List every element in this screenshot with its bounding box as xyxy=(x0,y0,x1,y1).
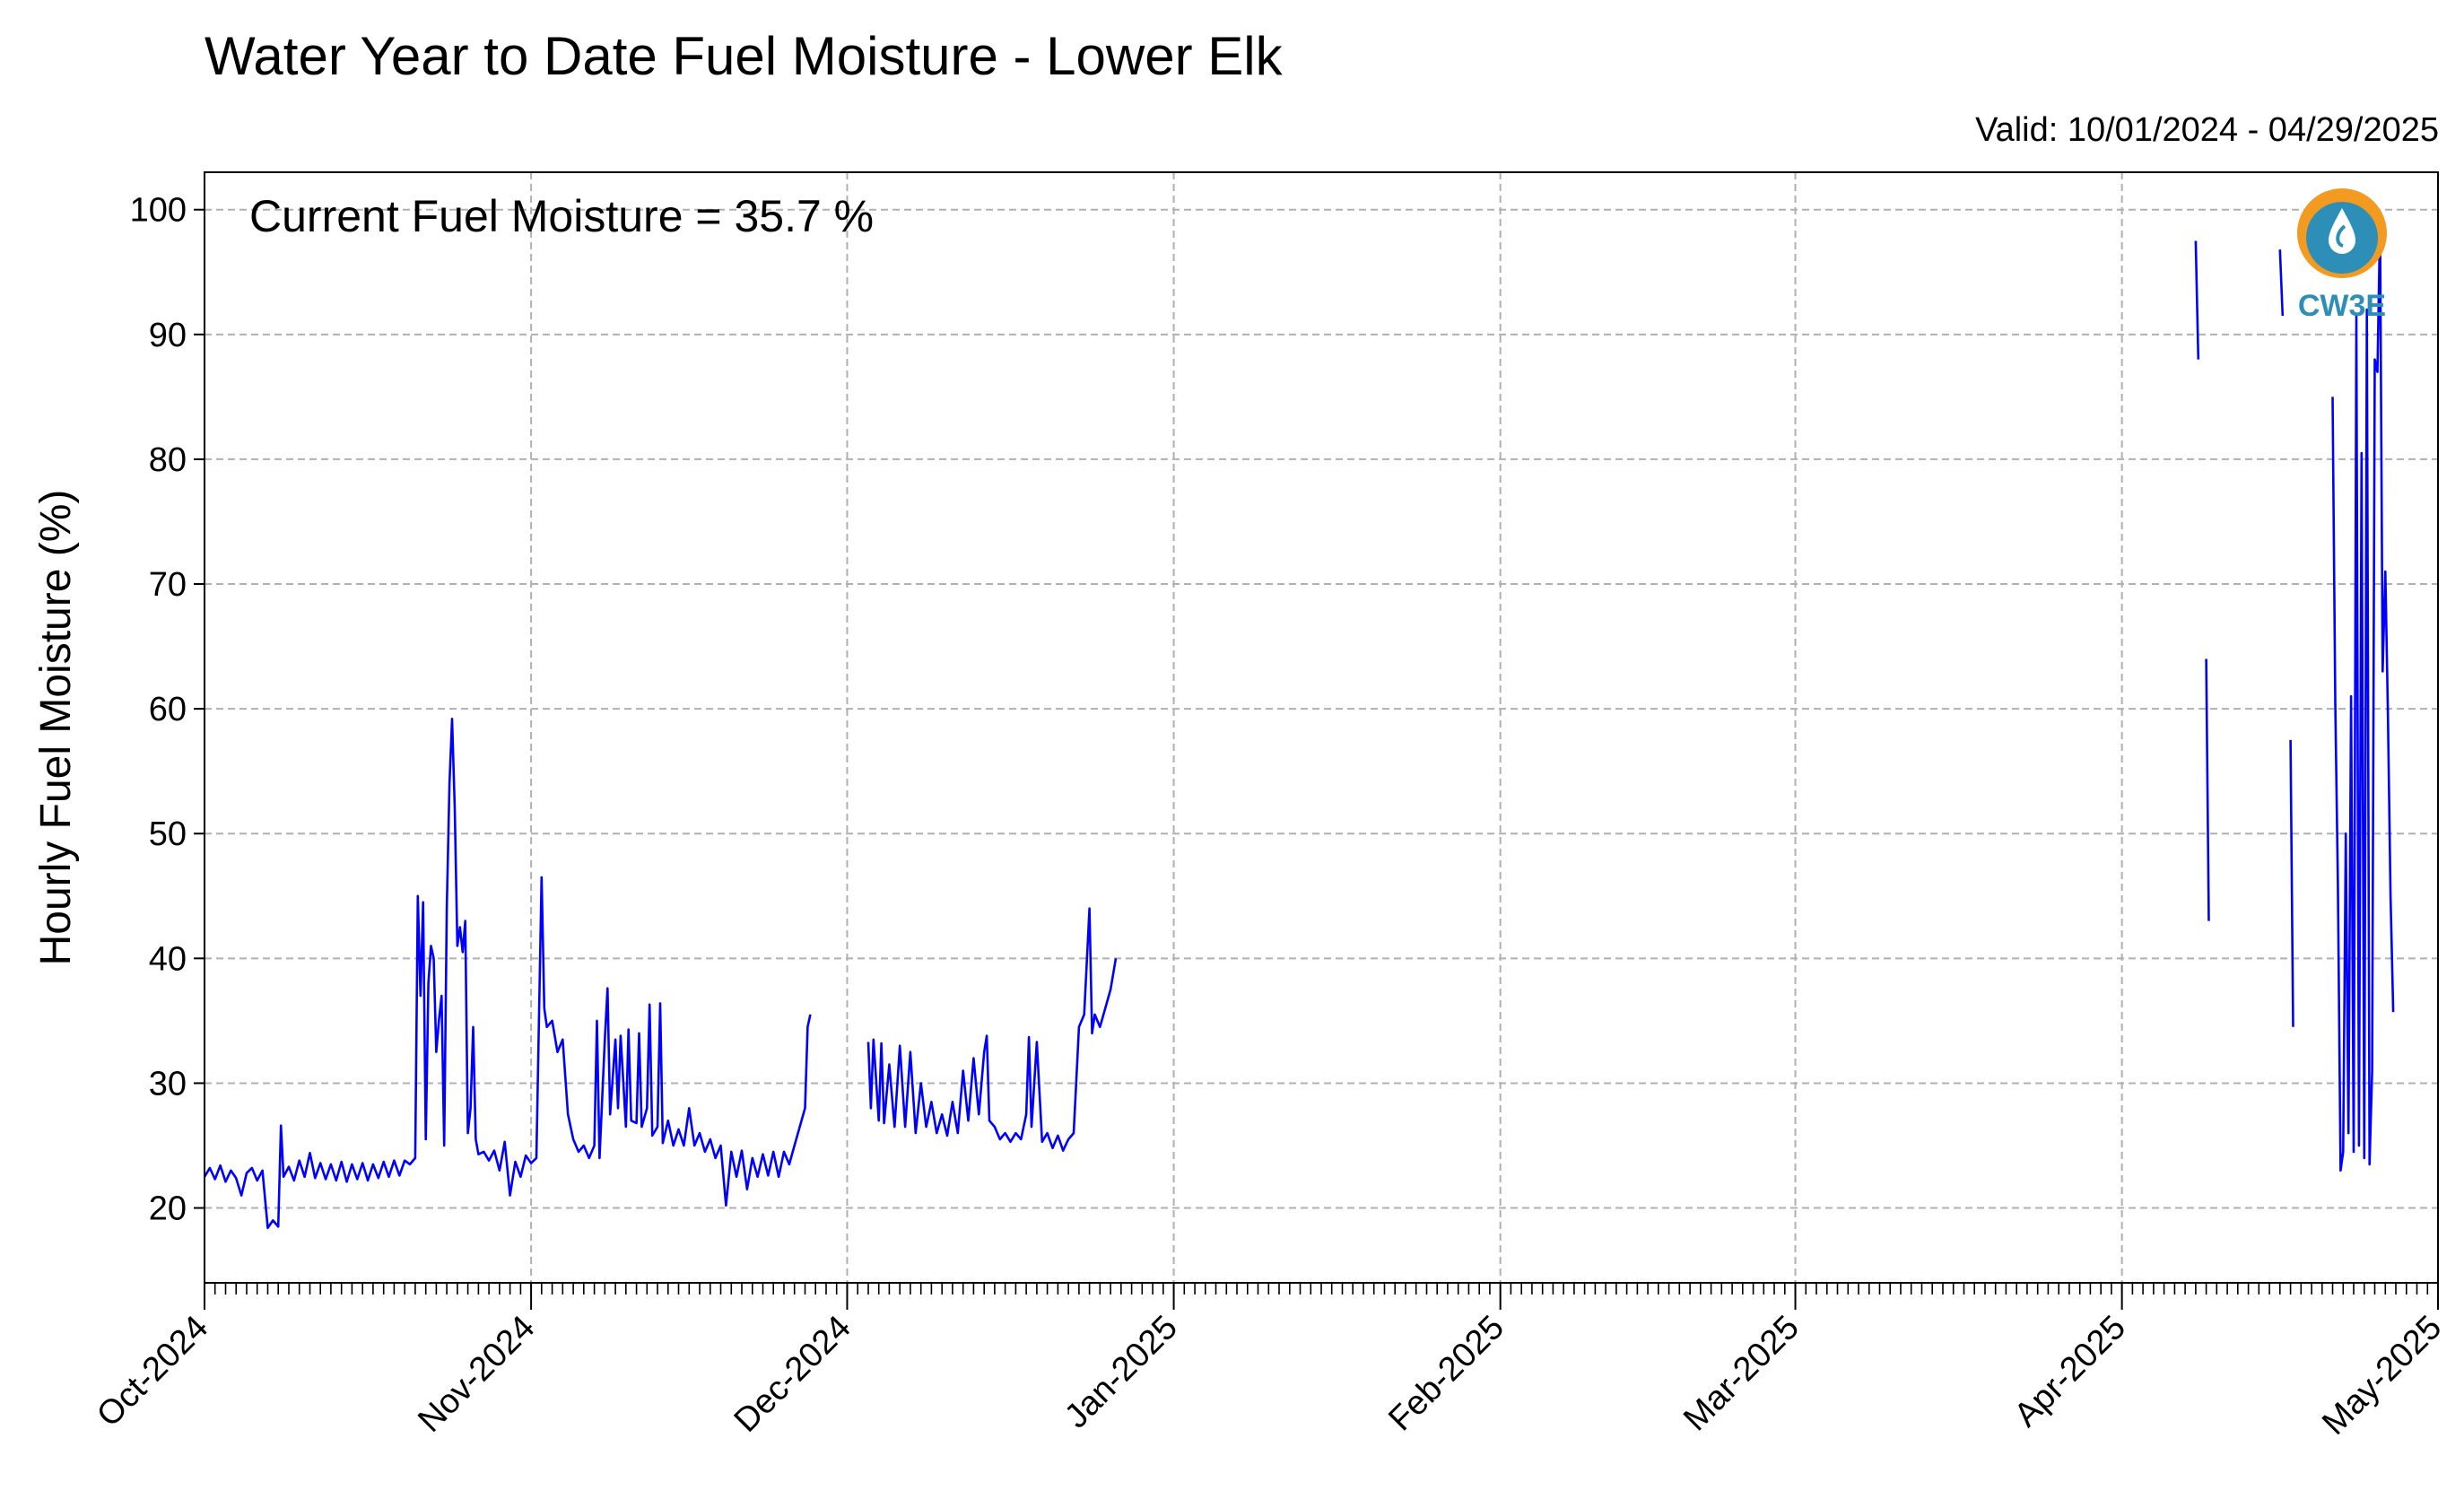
x-tick-label: Apr-2025 xyxy=(2007,1309,2133,1434)
x-tick-label: Jan-2025 xyxy=(1058,1309,1185,1436)
x-tick-label: Oct-2024 xyxy=(90,1309,215,1434)
y-tick-label: 80 xyxy=(149,441,187,479)
fuel-moisture-line-segment xyxy=(2331,221,2395,1172)
y-tick-label: 90 xyxy=(149,317,187,354)
plot-frame xyxy=(204,171,2439,1284)
fuel-moisture-line-segment xyxy=(203,717,812,1230)
drop-swirl-icon xyxy=(2336,224,2346,248)
current-fuel-moisture-annotation: Current Fuel Moisture = 35.7 % xyxy=(249,191,874,241)
y-tick-label: 100 xyxy=(130,192,187,230)
x-minor-tick-marks xyxy=(204,1283,2439,1294)
grid-lines xyxy=(205,172,2438,1283)
y-tick-label: 20 xyxy=(149,1190,187,1228)
x-tick-label: Feb-2025 xyxy=(1381,1309,1511,1439)
chart-title: Water Year to Date Fuel Moisture - Lower… xyxy=(205,26,1283,86)
y-axis-label: Hourly Fuel Moisture (%) xyxy=(32,490,80,966)
logo-text: CW3E xyxy=(2298,289,2386,323)
fuel-moisture-line-segment xyxy=(866,907,1118,1152)
valid-date-range: Valid: 10/01/2024 - 04/29/2025 xyxy=(1975,111,2439,149)
cw3e-logo: CW3E xyxy=(2297,188,2387,323)
fuel-moisture-line-segment xyxy=(2205,658,2210,921)
y-axis: 20 30 40 50 60 70 80 90 100 xyxy=(130,192,205,1228)
x-axis: Oct-2024 Nov-2024 Dec-2024 Jan-2025 Feb-2025… xyxy=(90,1283,2449,1443)
y-tick-label: 70 xyxy=(149,566,187,604)
y-tick-label: 50 xyxy=(149,815,187,853)
x-tick-label: Dec-2024 xyxy=(727,1309,858,1440)
y-tick-label: 30 xyxy=(149,1065,187,1103)
y-tick-label: 40 xyxy=(149,940,187,978)
series-layer xyxy=(203,221,2395,1230)
y-tick-label: 60 xyxy=(149,691,187,728)
fuel-moisture-line-segment xyxy=(2194,240,2200,360)
x-tick-label: May-2025 xyxy=(2315,1309,2449,1443)
minor-ticks xyxy=(204,1283,2439,1294)
x-tick-label: Mar-2025 xyxy=(1676,1309,1807,1439)
x-tick-label: Nov-2024 xyxy=(411,1309,542,1440)
fuel-moisture-line-segment xyxy=(2289,739,2294,1027)
fuel-moisture-line-segment xyxy=(2278,249,2285,317)
